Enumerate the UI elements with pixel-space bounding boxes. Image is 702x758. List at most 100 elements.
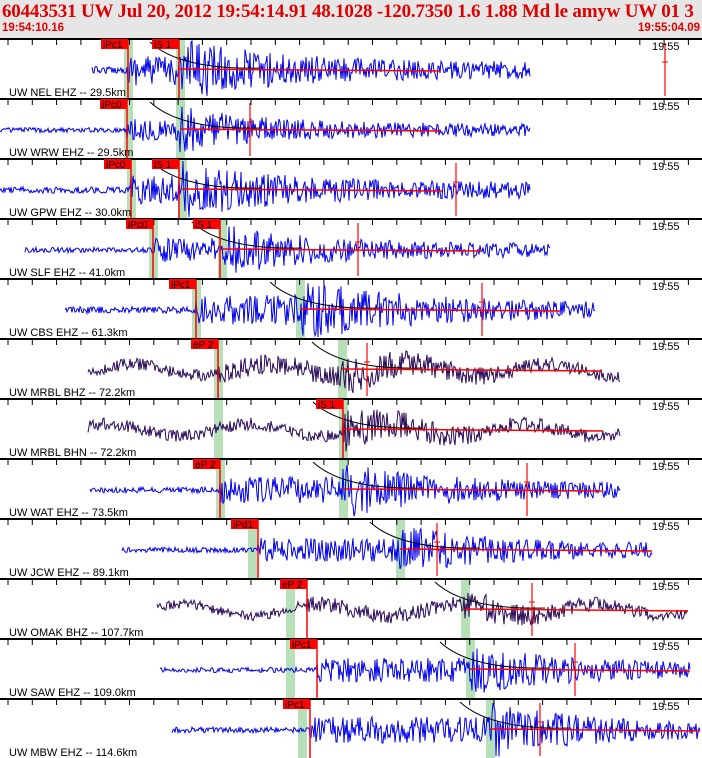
station-label: UW WRW EHZ -- 29.5km bbox=[9, 147, 133, 159]
waveform bbox=[156, 592, 688, 626]
trace-row[interactable]: eP 2 19:55 UW WAT EHZ -- 73.5km bbox=[0, 458, 702, 519]
pick-label-box[interactable] bbox=[231, 519, 258, 529]
coda-curve bbox=[149, 101, 261, 129]
station-label: UW MRBL BHN -- 72.2km bbox=[9, 447, 136, 459]
predicted-arrival-window bbox=[298, 698, 307, 758]
waveform bbox=[24, 226, 551, 273]
waveform bbox=[89, 465, 621, 517]
station-label: UW SLF EHZ -- 41.0km bbox=[9, 267, 125, 279]
pick-label: iPc0 bbox=[128, 220, 148, 231]
pick-label: eP 2 bbox=[282, 580, 303, 591]
coda-fit-line bbox=[469, 668, 691, 672]
predicted-arrival-window bbox=[176, 38, 185, 98]
trace-row[interactable]: iS 1 19:55 UW MRBL BHN -- 72.2km bbox=[0, 398, 702, 459]
coda-fit-line bbox=[179, 128, 441, 132]
station-label: UW JCW EHZ -- 89.1km bbox=[9, 567, 129, 579]
pick-label-box[interactable] bbox=[100, 99, 127, 109]
pick-label-box[interactable] bbox=[191, 339, 218, 349]
pick-label-box[interactable] bbox=[169, 279, 196, 289]
coda-fit-line bbox=[179, 68, 441, 72]
pick-label-box[interactable] bbox=[193, 219, 220, 229]
trace-time-label: 19:55 bbox=[652, 581, 680, 593]
coda-curve bbox=[312, 461, 424, 489]
trace-time-label: 19:55 bbox=[652, 41, 680, 53]
station-label: UW WAT EHZ -- 73.5km bbox=[9, 507, 128, 519]
pick-label: iPc1 bbox=[171, 280, 191, 291]
pick-label-box[interactable] bbox=[101, 39, 128, 49]
station-label: UW CBS EHZ -- 61.3km bbox=[9, 327, 128, 339]
pick-label: iPc0 bbox=[102, 100, 122, 111]
pick-label-box[interactable] bbox=[152, 159, 179, 169]
station-label: UW MBW EHZ -- 114.6km bbox=[9, 747, 137, 758]
coda-curve bbox=[439, 641, 551, 669]
start-time: 19:54:10.16 bbox=[2, 22, 65, 34]
coda-fit-line bbox=[342, 428, 604, 432]
pick-label-box[interactable] bbox=[193, 459, 220, 469]
trace-row[interactable]: iPc1 19:55 UW SAW EHZ -- 109.0km bbox=[0, 638, 702, 699]
waveform bbox=[171, 703, 701, 757]
predicted-arrival-window bbox=[338, 338, 347, 398]
trace-time-label: 19:55 bbox=[652, 161, 680, 173]
coda-fit-line bbox=[342, 488, 604, 492]
waveform bbox=[91, 39, 531, 96]
end-time: 19:55:04.09 bbox=[637, 22, 700, 34]
predicted-arrival-window bbox=[286, 638, 295, 698]
pick-label-box[interactable] bbox=[280, 579, 307, 589]
trace-row[interactable]: iPc0 iS 1 19:55 UW SLF EHZ -- 41.0km bbox=[0, 218, 702, 279]
waveform bbox=[121, 526, 653, 570]
pick-label: iPc1 bbox=[103, 40, 123, 51]
coda-curve bbox=[459, 701, 571, 729]
trace-row[interactable]: iPc1 iS 1 19:55 UW NEL EHZ -- 29.5km bbox=[0, 38, 702, 99]
trace-time-label: 19:55 bbox=[652, 101, 680, 113]
pick-label-box[interactable] bbox=[104, 159, 131, 169]
predicted-arrival-window bbox=[396, 518, 405, 578]
pick-label-box[interactable] bbox=[126, 219, 153, 229]
coda-fit-line bbox=[341, 368, 603, 372]
trace-time-label: 19:55 bbox=[652, 341, 680, 353]
pick-label: iPc0 bbox=[106, 160, 126, 171]
trace-row[interactable]: iPc0 19:55 UW WRW EHZ -- 29.5km bbox=[0, 98, 702, 159]
predicted-arrival-window bbox=[286, 578, 295, 638]
pick-label-box[interactable] bbox=[290, 639, 317, 649]
coda-fit-line bbox=[181, 188, 443, 192]
trace-row[interactable]: eP 2 19:55 UW MRBL BHZ -- 72.2km bbox=[0, 338, 702, 399]
station-label: UW MRBL BHZ -- 72.2km bbox=[9, 387, 135, 399]
trace-time-label: 19:55 bbox=[652, 401, 680, 413]
station-label: UW SAW EHZ -- 109.0km bbox=[9, 687, 136, 699]
pick-label: iPc1 bbox=[285, 700, 305, 711]
waveform bbox=[0, 160, 531, 218]
coda-curve bbox=[269, 281, 381, 309]
trace-time-label: 19:55 bbox=[652, 701, 680, 713]
pick-label: iPc1 bbox=[292, 640, 312, 651]
pick-label-box[interactable] bbox=[283, 699, 310, 709]
trace-row[interactable]: iPd1 19:55 UW JCW EHZ -- 89.1km bbox=[0, 518, 702, 579]
waveform bbox=[87, 350, 621, 394]
coda-fit-line bbox=[221, 248, 483, 252]
coda-fit-line bbox=[464, 608, 689, 612]
pick-label: iS 1 bbox=[318, 400, 336, 411]
coda-fit-line bbox=[299, 308, 561, 312]
trace-time-label: 19:55 bbox=[652, 221, 680, 233]
waveform bbox=[64, 283, 596, 338]
station-label: UW GPW EHZ -- 30.0km bbox=[9, 207, 131, 219]
trace-row[interactable]: iPc0 iS 1 19:55 UW GPW EHZ -- 30.0km bbox=[0, 158, 702, 219]
event-header: 60443531 UW Jul 20, 2012 19:54:14.91 48.… bbox=[0, 0, 702, 38]
trace-row[interactable]: iPc1 19:55 UW MBW EHZ -- 114.6km bbox=[0, 698, 702, 758]
pick-label: iPd1 bbox=[233, 520, 253, 531]
trace-row[interactable]: iPc1 19:55 UW CBS EHZ -- 61.3km bbox=[0, 278, 702, 339]
trace-time-label: 19:55 bbox=[652, 641, 680, 653]
pick-label-box[interactable] bbox=[152, 39, 179, 49]
waveform bbox=[0, 106, 531, 153]
event-title: 60443531 UW Jul 20, 2012 19:54:14.91 48.… bbox=[2, 1, 694, 22]
coda-curve bbox=[369, 521, 481, 549]
coda-curve bbox=[311, 341, 423, 369]
predicted-arrival-window bbox=[486, 698, 495, 758]
trace-time-label: 19:55 bbox=[652, 461, 680, 473]
trace-time-label: 19:55 bbox=[652, 521, 680, 533]
station-label: UW NEL EHZ -- 29.5km bbox=[9, 87, 126, 99]
pick-label: eP 2 bbox=[195, 460, 216, 471]
pick-label-box[interactable] bbox=[316, 399, 343, 409]
waveform bbox=[87, 409, 621, 452]
trace-row[interactable]: eP 2 19:55 UW OMAK BHZ -- 107.7km bbox=[0, 578, 702, 639]
